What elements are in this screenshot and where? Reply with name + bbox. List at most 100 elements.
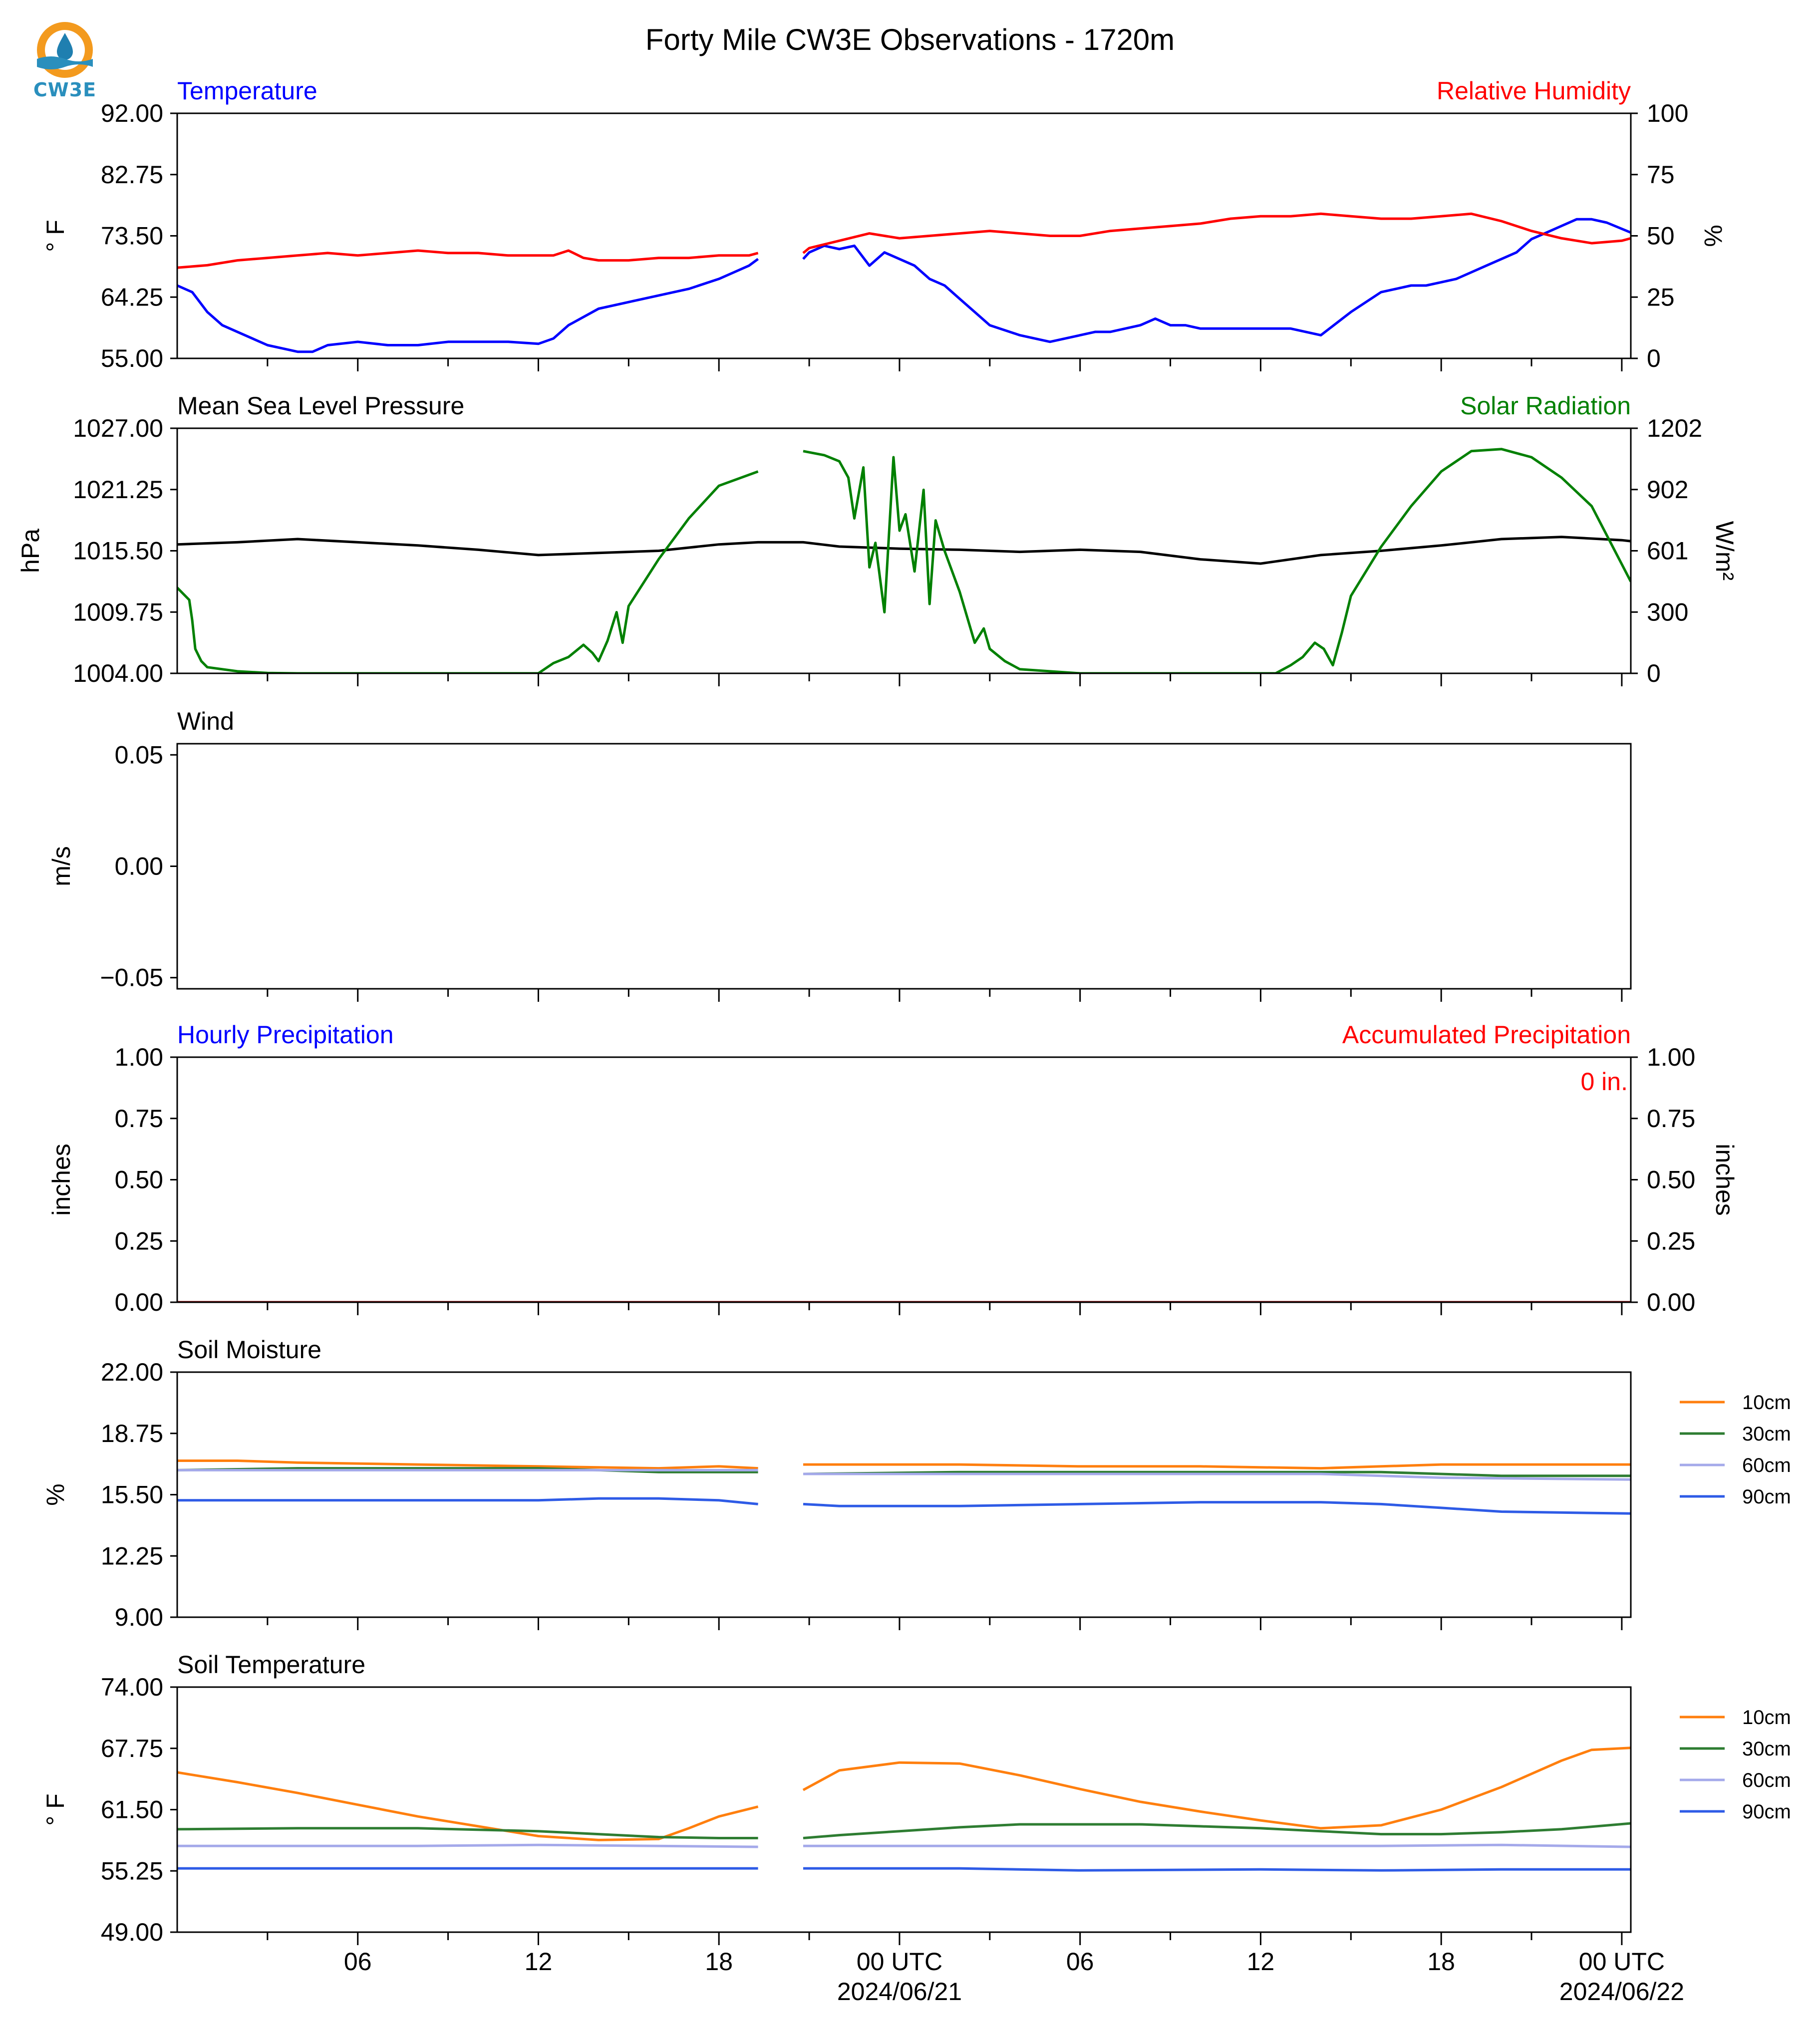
panel-wind: Wind 0.05 0.00 −0.05 m/s: [47, 707, 1632, 1002]
accumulated-total-label: 0 in.: [1580, 1068, 1628, 1096]
y-tick-label-right: 300: [1647, 598, 1688, 626]
wave-icon: [37, 56, 93, 69]
series-line-mean-sea-level-pressure: [177, 536, 1631, 565]
legend-label: 90cm: [1742, 1486, 1791, 1508]
y-tick-label-right: 100: [1647, 99, 1688, 127]
panel-soil-temperature: Soil Temperature 74.00 67.75 61.50 55.25 49.0…: [41, 1651, 1791, 2006]
y-tick-label-left: 0.05: [115, 741, 163, 769]
plot-frame: [176, 427, 1632, 674]
x-tick-date-label: 2024/06/21: [837, 1978, 962, 2006]
y-tick-label-right: 75: [1647, 161, 1675, 189]
y-axis-label-left: ° F: [41, 220, 69, 252]
panel-hourly-precipitation: Hourly Precipitation Accumulated Precipit…: [47, 1021, 1739, 1316]
y-axis-label-right: inches: [1711, 1144, 1739, 1216]
x-tick-label: 06: [1066, 1948, 1094, 1976]
y-tick-label-left: 0.25: [115, 1227, 163, 1255]
series-line-60cm: [803, 1843, 1631, 1848]
y-tick-label-right: 0: [1647, 659, 1661, 687]
legend-label: 10cm: [1742, 1707, 1791, 1729]
y-tick-label-left: 82.75: [101, 161, 163, 189]
legend-label: 30cm: [1742, 1738, 1791, 1760]
series-line-30cm: [177, 1827, 758, 1839]
series-line-temperature: [802, 218, 1631, 343]
y-tick-label-left: 1021.25: [73, 476, 163, 504]
y-tick-label-left: 74.00: [101, 1673, 163, 1701]
panel-title-right: Solar Radiation: [1460, 392, 1631, 420]
y-tick-label-right: 601: [1647, 537, 1688, 565]
panel-mean-sea-level-pressure: Mean Sea Level Pressure Solar Radiation 10…: [16, 392, 1739, 687]
y-axis-label-left: %: [41, 1483, 69, 1505]
y-tick-label-left: −0.05: [100, 964, 163, 992]
y-tick-label-right: 0.50: [1647, 1166, 1695, 1194]
y-tick-label-right: 0.75: [1647, 1105, 1695, 1133]
y-tick-label-left: 12.25: [101, 1542, 163, 1570]
legend-label: 90cm: [1742, 1801, 1791, 1823]
y-tick-label-left: 67.75: [101, 1735, 163, 1762]
series-line-60cm: [177, 1843, 758, 1848]
y-axis-label-left: inches: [47, 1144, 75, 1216]
x-tick-date-label: 2024/06/22: [1559, 1978, 1684, 2006]
series-line-solar-radiation: [177, 470, 759, 673]
series-line-30cm: [803, 1822, 1631, 1839]
series-line-10cm: [802, 1746, 1631, 1830]
y-tick-label-left: 73.50: [101, 222, 163, 250]
y-tick-label-right: 25: [1647, 283, 1675, 311]
y-tick-label-left: 22.00: [101, 1358, 163, 1386]
y-tick-label-left: 1.00: [115, 1043, 163, 1071]
y-tick-label-right: 0: [1647, 344, 1661, 372]
panel-title-left: Temperature: [177, 77, 317, 105]
series-line-60cm: [803, 1472, 1631, 1481]
y-axis-label-left: hPa: [16, 529, 44, 573]
y-axis-label-right: %: [1699, 225, 1727, 247]
series-group: [177, 212, 1631, 353]
plot-frame: [176, 1371, 1632, 1618]
y-axis-label-left: m/s: [47, 846, 75, 886]
x-tick-label: 06: [344, 1948, 372, 1976]
y-tick-label-left: 1004.00: [73, 659, 163, 687]
y-tick-label-right: 0.00: [1647, 1288, 1695, 1316]
x-tick-label: 00 UTC: [857, 1948, 942, 1976]
series-line-10cm: [177, 1459, 758, 1470]
y-tick-label-left: 15.50: [101, 1481, 163, 1509]
y-tick-label-left: 55.00: [101, 344, 163, 372]
series-line-30cm: [177, 1467, 758, 1473]
y-tick-label-left: 18.75: [101, 1420, 163, 1448]
plot-frame: [176, 743, 1632, 990]
y-axis-label-left: ° F: [41, 1793, 69, 1825]
y-tick-label-left: 1009.75: [73, 598, 163, 626]
y-tick-label-right: 1.00: [1647, 1043, 1695, 1071]
plot-frame: [176, 1686, 1632, 1933]
panel-title-left: Wind: [177, 707, 234, 735]
y-tick-label-left: 1015.50: [73, 537, 163, 565]
x-tick-label: 00 UTC: [1579, 1948, 1665, 1976]
figure-title: Forty Mile CW3E Observations - 1720m: [645, 23, 1175, 56]
y-tick-label-left: 92.00: [101, 99, 163, 127]
panel-title-left: Hourly Precipitation: [177, 1021, 394, 1049]
logo-text: CW3E: [33, 79, 97, 101]
legend-label: 60cm: [1742, 1454, 1791, 1476]
y-tick-label-right: 1202: [1647, 414, 1702, 442]
y-tick-label-left: 0.00: [115, 1288, 163, 1316]
y-tick-label-left: 64.25: [101, 283, 163, 311]
y-tick-label-left: 1027.00: [73, 414, 163, 442]
series-group: [177, 1459, 1631, 1515]
series-line-solar-radiation: [803, 448, 1631, 673]
panel-title-right: Relative Humidity: [1437, 77, 1631, 105]
panel-title-right: Accumulated Precipitation: [1342, 1021, 1631, 1049]
y-tick-label-right: 50: [1647, 222, 1675, 250]
plot-frame: [176, 112, 1632, 359]
water-drop-icon: [57, 33, 73, 60]
series-line-90cm: [803, 1867, 1631, 1872]
panel-soil-moisture: Soil Moisture 22.00 18.75 15.50 12.25 9.00% 10…: [41, 1336, 1791, 1631]
panels: Temperature Relative Humidity 92.00 82.75 73…: [16, 77, 1791, 2006]
y-tick-label-right: 902: [1647, 476, 1688, 504]
legend-label: 30cm: [1742, 1423, 1791, 1445]
panel-temperature: Temperature Relative Humidity 92.00 82.75 73…: [41, 77, 1727, 372]
series-line-relative-humidity: [177, 249, 759, 269]
series-line-temperature: [177, 258, 759, 353]
series-group: [177, 1746, 1631, 1872]
plot-frame: [176, 1056, 1632, 1303]
panel-title-left: Soil Moisture: [177, 1336, 321, 1364]
series-line-30cm: [803, 1470, 1631, 1477]
cw3e-logo: [30, 19, 100, 104]
